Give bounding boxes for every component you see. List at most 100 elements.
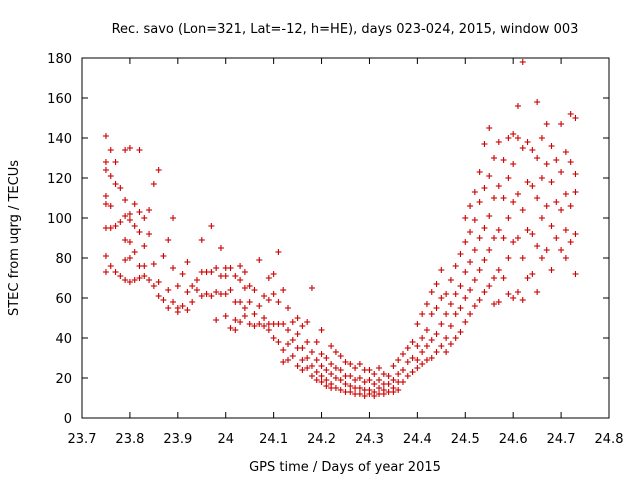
data-point [342, 359, 349, 365]
plot-frame [81, 57, 610, 419]
data-point [217, 245, 224, 251]
chart-title: Rec. savo (Lon=321, Lat=-12, h=HE), days… [112, 22, 579, 37]
x-tick-label: 24 [217, 432, 234, 447]
data-point [467, 287, 474, 293]
data-point [519, 145, 526, 151]
data-point [514, 289, 521, 295]
data-point [534, 195, 541, 201]
data-point [529, 183, 536, 189]
data-point [519, 207, 526, 213]
data-point [428, 311, 435, 317]
data-point [514, 235, 521, 241]
data-point [409, 369, 416, 375]
data-point [102, 253, 109, 259]
data-point [572, 171, 579, 177]
data-point [232, 327, 239, 333]
data-point [452, 335, 459, 341]
data-point [323, 383, 330, 389]
data-point [356, 385, 363, 391]
data-point [510, 295, 517, 301]
data-point [495, 183, 502, 189]
data-point [495, 299, 502, 305]
data-point [376, 365, 383, 371]
data-point [519, 59, 526, 65]
data-point [122, 197, 129, 203]
data-point [102, 193, 109, 199]
data-point [122, 213, 129, 219]
data-point [529, 147, 536, 153]
data-point [122, 147, 129, 153]
data-point [356, 361, 363, 367]
data-point [141, 273, 148, 279]
data-point [443, 349, 450, 355]
data-point [251, 311, 258, 317]
data-point [352, 377, 359, 383]
data-point [131, 277, 138, 283]
data-point [237, 299, 244, 305]
data-point [126, 145, 133, 151]
data-point [308, 349, 315, 355]
data-point [495, 267, 502, 273]
data-point [529, 271, 536, 277]
data-point [112, 181, 119, 187]
data-point [208, 269, 215, 275]
data-point [126, 211, 133, 217]
data-point [558, 169, 565, 175]
data-point [285, 341, 292, 347]
data-point [347, 383, 354, 389]
x-tick-label: 24.5 [451, 432, 480, 447]
data-point [112, 223, 119, 229]
data-point [438, 295, 445, 301]
data-point [289, 337, 296, 343]
data-point [423, 343, 430, 349]
data-point [304, 365, 311, 371]
data-point [193, 287, 200, 293]
data-point [471, 247, 478, 253]
data-point [261, 323, 268, 329]
data-point [524, 139, 531, 145]
data-point [170, 215, 177, 221]
data-point [198, 237, 205, 243]
data-point [423, 327, 430, 333]
data-point [275, 299, 282, 305]
data-point [390, 363, 397, 369]
data-point [208, 293, 215, 299]
data-point [457, 305, 464, 311]
data-point [222, 313, 229, 319]
data-point [538, 175, 545, 181]
data-point [486, 125, 493, 131]
data-point [361, 393, 368, 399]
data-point [318, 351, 325, 357]
data-point [467, 229, 474, 235]
data-point [299, 357, 306, 363]
data-point [380, 371, 387, 377]
data-point [141, 243, 148, 249]
data-point [308, 363, 315, 369]
data-point [486, 283, 493, 289]
data-point [366, 377, 373, 383]
data-point [261, 315, 268, 321]
data-point [141, 215, 148, 221]
data-point [491, 195, 498, 201]
data-point [438, 267, 445, 273]
data-point [246, 321, 253, 327]
data-point [414, 365, 421, 371]
data-point [150, 181, 157, 187]
data-point [318, 327, 325, 333]
data-point [136, 275, 143, 281]
data-point [280, 359, 287, 365]
data-point [117, 185, 124, 191]
data-point [395, 387, 402, 393]
data-point [241, 269, 248, 275]
data-point [371, 393, 378, 399]
data-point [419, 311, 426, 317]
data-point [510, 199, 517, 205]
data-point [126, 217, 133, 223]
data-point [476, 297, 483, 303]
data-point [514, 103, 521, 109]
data-point [390, 377, 397, 383]
data-point [476, 235, 483, 241]
data-point [510, 131, 517, 137]
data-point [467, 311, 474, 317]
data-point [505, 291, 512, 297]
